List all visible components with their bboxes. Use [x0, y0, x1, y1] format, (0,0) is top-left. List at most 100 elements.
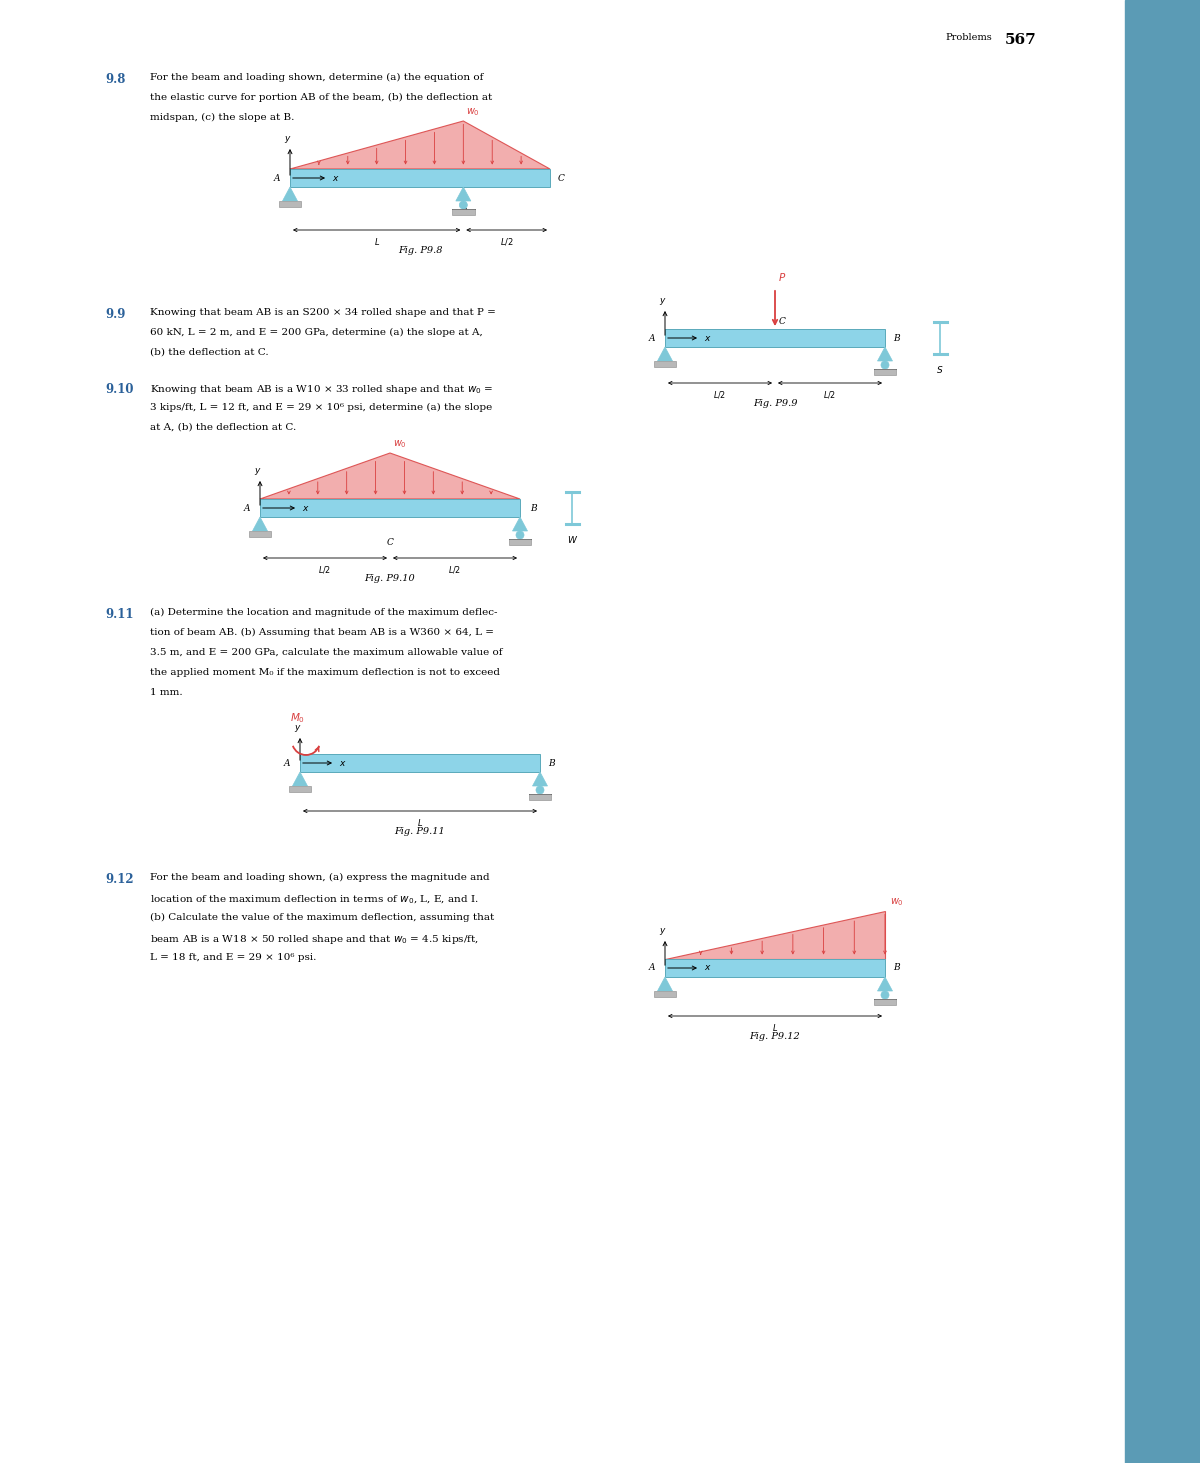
Text: Problems: Problems: [946, 34, 991, 42]
Text: B: B: [460, 208, 467, 217]
Polygon shape: [658, 347, 672, 361]
Text: $L$: $L$: [772, 1023, 778, 1033]
Text: $L/2$: $L/2$: [449, 565, 462, 575]
Text: B: B: [548, 758, 554, 768]
Text: $L$: $L$: [373, 236, 379, 247]
Text: 1 mm.: 1 mm.: [150, 688, 182, 696]
Polygon shape: [260, 454, 520, 499]
Text: beam AB is a W18 × 50 rolled shape and that $w_0$ = 4.5 kips/ft,: beam AB is a W18 × 50 rolled shape and t…: [150, 933, 479, 947]
Text: y: y: [659, 296, 665, 304]
Text: 9.12: 9.12: [106, 873, 133, 887]
Circle shape: [536, 786, 544, 794]
Circle shape: [881, 990, 889, 999]
Text: x: x: [704, 964, 709, 973]
Bar: [509, 538, 532, 544]
Text: tion of beam AB. (b) Assuming that beam AB is a W360 × 64, L =: tion of beam AB. (b) Assuming that beam …: [150, 628, 494, 636]
Text: 60 kN, L = 2 m, and E = 200 GPa, determine (a) the slope at A,: 60 kN, L = 2 m, and E = 200 GPa, determi…: [150, 328, 482, 336]
Text: 9.11: 9.11: [106, 609, 133, 620]
Polygon shape: [665, 911, 886, 960]
Polygon shape: [512, 516, 528, 531]
Bar: [260, 499, 520, 516]
Bar: [665, 960, 886, 977]
Text: 3 kips/ft, L = 12 ft, and E = 29 × 10⁶ psi, determine (a) the slope: 3 kips/ft, L = 12 ft, and E = 29 × 10⁶ p…: [150, 402, 492, 413]
Bar: [289, 786, 311, 791]
Text: $L/2$: $L/2$: [714, 389, 726, 399]
Text: Knowing that beam AB is an S200 × 34 rolled shape and that P =: Knowing that beam AB is an S200 × 34 rol…: [150, 309, 496, 317]
Bar: [665, 329, 886, 347]
Text: Knowing that beam AB is a W10 × 33 rolled shape and that $w_0$ =: Knowing that beam AB is a W10 × 33 rolle…: [150, 383, 493, 396]
Text: B: B: [893, 334, 900, 342]
Text: Fig. P9.11: Fig. P9.11: [395, 827, 445, 835]
Text: the applied moment M₀ if the maximum deflection is not to exceed: the applied moment M₀ if the maximum def…: [150, 669, 500, 677]
Text: y: y: [284, 135, 289, 143]
Text: L = 18 ft, and E = 29 × 10⁶ psi.: L = 18 ft, and E = 29 × 10⁶ psi.: [150, 952, 317, 963]
Bar: [1126, 0, 1200, 1463]
Polygon shape: [658, 977, 672, 990]
Text: the elastic curve for portion AB of the beam, (b) the deflection at: the elastic curve for portion AB of the …: [150, 94, 492, 102]
Bar: [654, 990, 677, 996]
Polygon shape: [877, 347, 893, 361]
Polygon shape: [293, 772, 307, 786]
Polygon shape: [877, 977, 893, 990]
Text: A: A: [283, 758, 290, 768]
Text: (a) Determine the location and magnitude of the maximum deflec-: (a) Determine the location and magnitude…: [150, 609, 498, 617]
Text: (b) the deflection at C.: (b) the deflection at C.: [150, 348, 269, 357]
Bar: [300, 753, 540, 772]
Text: midspan, (c) the slope at B.: midspan, (c) the slope at B.: [150, 113, 294, 121]
Text: C: C: [558, 174, 565, 183]
Polygon shape: [282, 187, 298, 200]
Text: 9.10: 9.10: [106, 383, 133, 396]
Text: For the beam and loading shown, (a) express the magnitude and: For the beam and loading shown, (a) expr…: [150, 873, 490, 882]
Bar: [654, 361, 677, 367]
Text: A: A: [244, 503, 250, 512]
Text: x: x: [340, 758, 344, 768]
Text: $L/2$: $L/2$: [823, 389, 836, 399]
Text: A: A: [648, 964, 655, 973]
Text: x: x: [332, 174, 337, 183]
Bar: [874, 369, 896, 375]
Text: B: B: [893, 964, 900, 973]
Bar: [529, 794, 551, 799]
Text: C: C: [386, 538, 394, 547]
Text: location of the maximum deflection in terms of $w_0$, L, E, and I.: location of the maximum deflection in te…: [150, 892, 479, 906]
Text: S: S: [937, 366, 943, 375]
Text: P: P: [779, 274, 785, 282]
Circle shape: [460, 200, 467, 209]
Text: For the beam and loading shown, determine (a) the equation of: For the beam and loading shown, determin…: [150, 73, 484, 82]
Text: 9.8: 9.8: [106, 73, 125, 86]
Text: 9.9: 9.9: [106, 309, 125, 320]
Text: y: y: [659, 926, 665, 935]
Text: $L$: $L$: [416, 816, 424, 828]
Text: x: x: [704, 334, 709, 342]
Polygon shape: [533, 772, 547, 786]
Text: $L/2$: $L/2$: [500, 236, 514, 247]
Text: Fig. P9.9: Fig. P9.9: [752, 399, 797, 408]
Text: C: C: [779, 317, 786, 326]
Circle shape: [516, 531, 524, 538]
Text: y: y: [254, 467, 259, 475]
Text: Fig. P9.10: Fig. P9.10: [365, 573, 415, 582]
Text: 567: 567: [1006, 34, 1037, 47]
Circle shape: [881, 361, 889, 369]
Text: (b) Calculate the value of the maximum deflection, assuming that: (b) Calculate the value of the maximum d…: [150, 913, 494, 922]
Text: $M_0$: $M_0$: [290, 711, 306, 726]
Text: A: A: [274, 174, 280, 183]
Text: x: x: [302, 503, 307, 512]
Bar: [452, 209, 474, 215]
Text: at A, (b) the deflection at C.: at A, (b) the deflection at C.: [150, 423, 296, 432]
Text: A: A: [648, 334, 655, 342]
Bar: [874, 999, 896, 1005]
Polygon shape: [290, 121, 550, 170]
Polygon shape: [456, 187, 470, 200]
Text: Fig. P9.12: Fig. P9.12: [750, 1031, 800, 1042]
Text: $w_0$: $w_0$: [890, 897, 904, 909]
Text: Fig. P9.8: Fig. P9.8: [397, 246, 443, 255]
Polygon shape: [252, 516, 268, 531]
Text: W: W: [568, 535, 576, 546]
Text: 3.5 m, and E = 200 GPa, calculate the maximum allowable value of: 3.5 m, and E = 200 GPa, calculate the ma…: [150, 648, 503, 657]
Bar: [290, 170, 550, 187]
Bar: [248, 531, 271, 537]
Text: y: y: [294, 723, 300, 732]
Text: $w_0$: $w_0$: [394, 439, 407, 451]
Bar: [278, 200, 301, 206]
